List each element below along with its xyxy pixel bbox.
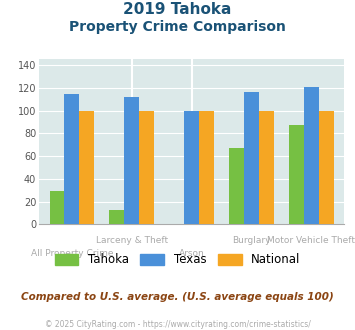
Bar (124, 97, 139, 224)
Bar (259, 111, 274, 224)
Text: Larceny & Theft: Larceny & Theft (96, 236, 168, 245)
Bar (80, 111, 94, 224)
Bar (244, 92, 259, 224)
Bar (304, 87, 319, 224)
Text: Property Crime Comparison: Property Crime Comparison (69, 20, 286, 34)
Text: Compared to U.S. average. (U.S. average equals 100): Compared to U.S. average. (U.S. average … (21, 292, 334, 302)
Text: Arson: Arson (179, 249, 204, 258)
Text: © 2025 CityRating.com - https://www.cityrating.com/crime-statistics/: © 2025 CityRating.com - https://www.city… (45, 320, 310, 329)
Text: Motor Vehicle Theft: Motor Vehicle Theft (267, 236, 355, 245)
Text: Burglary: Burglary (232, 236, 271, 245)
Bar (65, 93, 80, 224)
Bar (199, 111, 214, 224)
Bar (184, 111, 199, 224)
Legend: Tahoka, Texas, National: Tahoka, Texas, National (55, 253, 300, 266)
Text: All Property Crime: All Property Crime (31, 249, 113, 258)
Text: 2019 Tahoka: 2019 Tahoka (123, 2, 232, 16)
Bar (229, 148, 244, 224)
Bar (50, 191, 65, 224)
Bar (109, 210, 124, 224)
Bar (319, 111, 334, 224)
Bar (289, 125, 304, 224)
Bar (139, 111, 154, 224)
